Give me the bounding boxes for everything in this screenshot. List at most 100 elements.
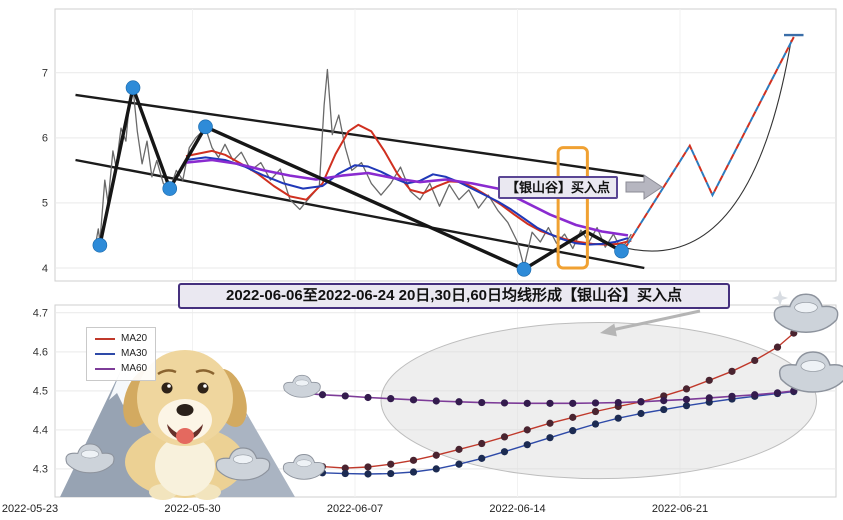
ma60-marker-dot bbox=[728, 392, 736, 400]
ma20-marker-dot bbox=[751, 356, 759, 365]
legend-label-ma30: MA30 bbox=[121, 348, 148, 359]
ma60-marker-dot bbox=[523, 399, 531, 407]
dog-mouth bbox=[167, 424, 203, 441]
dog-chest bbox=[155, 436, 215, 496]
ma30-marker-dot bbox=[500, 448, 509, 456]
ma20-marker-dot bbox=[569, 413, 577, 421]
y-tick-label: 4.6 bbox=[33, 347, 48, 359]
silver-ingot-icon bbox=[65, 443, 115, 474]
legend-swatch-ma60 bbox=[95, 367, 115, 370]
arrow-right-icon bbox=[625, 174, 663, 200]
ma30-marker-dot bbox=[546, 434, 554, 442]
ma30-marker-dot bbox=[387, 469, 395, 478]
highlight-ellipse bbox=[380, 322, 817, 480]
ma60-marker-dot bbox=[455, 398, 463, 406]
x-tick-label: 2022-06-07 bbox=[327, 503, 383, 515]
ma20-marker-dot bbox=[728, 367, 736, 375]
dog-tongue bbox=[176, 428, 194, 444]
y-tick-label: 4.5 bbox=[33, 386, 48, 398]
ma30-marker-dot bbox=[637, 409, 645, 418]
ma60-marker-dot bbox=[682, 395, 691, 404]
x-tick-label: 2022-06-21 bbox=[652, 503, 708, 515]
legend: MA20 MA30 MA60 bbox=[86, 327, 157, 381]
ma30-marker-dot bbox=[660, 405, 668, 414]
ma30-marker-dot bbox=[364, 470, 372, 478]
y-tick-label: 6 bbox=[42, 133, 48, 145]
forecast-line bbox=[623, 36, 795, 250]
ma30-line-top bbox=[185, 156, 629, 246]
ingot-body bbox=[778, 351, 843, 393]
buy-point-label: 【银山谷】买入点 bbox=[498, 176, 619, 199]
highlight-box bbox=[556, 146, 589, 270]
ma30-marker-dot bbox=[569, 427, 577, 435]
scenery-illustration bbox=[60, 290, 843, 500]
caption-box: 2022-06-06至2022-06-24 20日,30日,60日均线形成【银山… bbox=[178, 283, 730, 309]
snow-cap bbox=[109, 368, 138, 405]
price-panel bbox=[75, 33, 804, 277]
ma60-marker-dot bbox=[773, 389, 782, 397]
y-tick-label: 4.4 bbox=[33, 425, 48, 437]
ma60-marker-dot bbox=[364, 393, 372, 402]
y-tick-label: 7 bbox=[42, 68, 48, 80]
ma20-marker-dot bbox=[705, 376, 713, 384]
ma20-marker-dot bbox=[387, 460, 395, 468]
ingot-rim bbox=[81, 449, 99, 459]
ma30-marker-dot bbox=[341, 469, 349, 478]
x-tick-label: 2022-05-30 bbox=[164, 503, 220, 515]
pivot-dot bbox=[516, 261, 532, 277]
ma60-marker-dot bbox=[637, 398, 645, 406]
ma30-marker-dot bbox=[432, 465, 440, 473]
ma60-marker-dot bbox=[614, 398, 622, 407]
ma60-marker-dot bbox=[478, 398, 486, 407]
legend-item-ma30: MA30 bbox=[95, 348, 147, 359]
y-tick-label: 4 bbox=[42, 263, 48, 275]
ma30-marker-dot bbox=[523, 441, 531, 449]
growth-curve bbox=[627, 40, 792, 252]
ma20-marker-dot bbox=[455, 445, 463, 453]
ma30-marker-dot bbox=[591, 420, 600, 428]
ingot-body bbox=[215, 447, 271, 481]
ma20-marker-dot bbox=[773, 343, 782, 351]
ma30-marker-dot bbox=[614, 414, 622, 422]
ingot-rim bbox=[794, 301, 818, 314]
ma60-marker-dot bbox=[660, 397, 668, 405]
ma60-marker-dot bbox=[409, 396, 418, 404]
ingot-rim bbox=[295, 379, 309, 387]
ingot-body bbox=[283, 374, 321, 398]
pivot-dot bbox=[162, 181, 178, 196]
legend-item-ma20: MA20 bbox=[95, 333, 147, 344]
ma60-marker-dot bbox=[387, 395, 395, 403]
y-tick-label: 5 bbox=[42, 198, 48, 210]
price-line-top bbox=[94, 68, 632, 268]
pivot-dot bbox=[92, 237, 108, 253]
legend-swatch-ma20 bbox=[95, 337, 115, 340]
dog-brow bbox=[157, 369, 177, 376]
ma30-marker-dot bbox=[478, 454, 486, 462]
ingot-rim bbox=[296, 459, 312, 467]
dog-eye bbox=[197, 382, 209, 394]
silver-ingot-icon bbox=[773, 293, 839, 333]
x-tick-label: 2022-06-14 bbox=[489, 503, 545, 515]
dog-brow bbox=[195, 369, 215, 376]
dog-eye-glint bbox=[203, 384, 207, 388]
ma60-line-top bbox=[185, 158, 629, 237]
ma20-marker-dot bbox=[432, 451, 440, 459]
ma20-marker-dot bbox=[364, 463, 372, 471]
ma20-marker-dot bbox=[500, 433, 509, 441]
channel-upper-line bbox=[75, 93, 645, 178]
legend-label-ma20: MA20 bbox=[121, 333, 148, 344]
ma60-marker-dot bbox=[500, 399, 509, 407]
channel-lower-line bbox=[75, 158, 645, 270]
ma30-marker-dot bbox=[455, 460, 463, 468]
ma20-marker-dot bbox=[341, 464, 349, 472]
y-tick-label: 4.7 bbox=[33, 308, 48, 320]
x-tick-label: 2022-05-23 bbox=[2, 503, 58, 515]
ma20-marker-dot bbox=[523, 426, 531, 434]
ma60-marker-dot bbox=[341, 392, 349, 400]
zoom-arrow-icon bbox=[611, 309, 701, 332]
silver-ingot-icon bbox=[778, 351, 843, 393]
pivot-dot bbox=[614, 243, 629, 259]
dog-nose bbox=[176, 404, 194, 416]
dog-eye-glint bbox=[167, 384, 171, 388]
